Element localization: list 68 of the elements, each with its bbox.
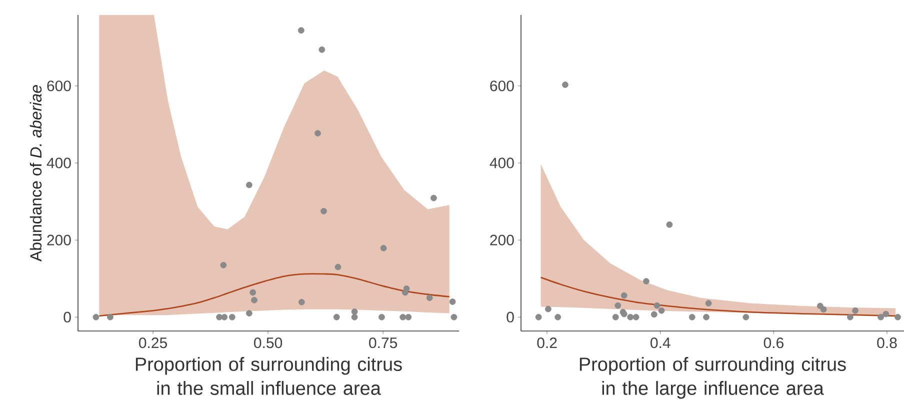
point <box>703 314 710 320</box>
point <box>654 302 660 309</box>
point <box>228 314 236 320</box>
point <box>666 221 673 228</box>
point <box>627 314 634 320</box>
point <box>846 314 854 320</box>
point <box>314 130 321 136</box>
y-tick-label: 200 <box>490 234 514 246</box>
point <box>251 296 258 304</box>
point <box>852 307 858 314</box>
point <box>320 208 327 214</box>
x-tick-label: 0.75 <box>369 338 398 348</box>
y-tick-label: 400 <box>46 158 71 168</box>
point <box>378 314 385 320</box>
point <box>426 294 433 302</box>
point <box>612 314 619 320</box>
y-tick-label: 400 <box>490 158 514 168</box>
point <box>705 300 712 306</box>
point <box>742 314 750 320</box>
point <box>92 314 100 320</box>
y-tick-label: 600 <box>47 80 71 92</box>
point <box>554 314 562 320</box>
point <box>632 314 640 320</box>
point <box>351 308 358 315</box>
x-tick-label: 0.6 <box>764 338 784 348</box>
point <box>545 306 552 312</box>
x-tick-label: 0.8 <box>877 338 897 348</box>
point <box>562 82 568 88</box>
y-tick-label: 0 <box>64 312 71 322</box>
point <box>351 314 358 320</box>
point <box>535 314 542 320</box>
point <box>658 307 665 314</box>
x-tick-label: 0.4 <box>650 338 670 348</box>
point <box>334 264 342 270</box>
point <box>246 310 252 316</box>
x-tick-label: 0.2 <box>537 338 557 348</box>
point <box>620 292 628 299</box>
point <box>405 314 412 320</box>
point <box>403 285 410 292</box>
point <box>221 314 228 320</box>
point <box>430 194 437 202</box>
point <box>650 311 658 318</box>
point <box>380 244 387 252</box>
y-tick-label: 600 <box>490 80 514 92</box>
point <box>333 314 340 320</box>
point <box>820 306 827 313</box>
x-axis-title: Proportion of surrounding citrus in the small influence area <box>136 357 402 395</box>
point <box>450 314 458 320</box>
y-axis-title: Abundance of D. aberiae <box>30 85 42 262</box>
point <box>220 262 227 268</box>
point <box>449 298 456 305</box>
y-tick-label: 0 <box>506 312 514 322</box>
point <box>298 27 304 34</box>
x-tick-label: 0.50 <box>254 338 282 348</box>
point <box>688 314 696 320</box>
point <box>614 302 622 309</box>
point <box>250 289 256 296</box>
point <box>107 314 114 320</box>
point <box>643 278 650 284</box>
point <box>246 182 252 188</box>
point <box>400 314 406 320</box>
y-tick-label: 200 <box>47 234 71 246</box>
x-axis-title: Proportion of surrounding citrus in the large influence area <box>580 357 846 399</box>
x-tick-label: 0.25 <box>139 338 167 348</box>
point <box>878 314 884 320</box>
point <box>882 310 890 318</box>
point <box>298 298 305 306</box>
point <box>318 46 326 53</box>
